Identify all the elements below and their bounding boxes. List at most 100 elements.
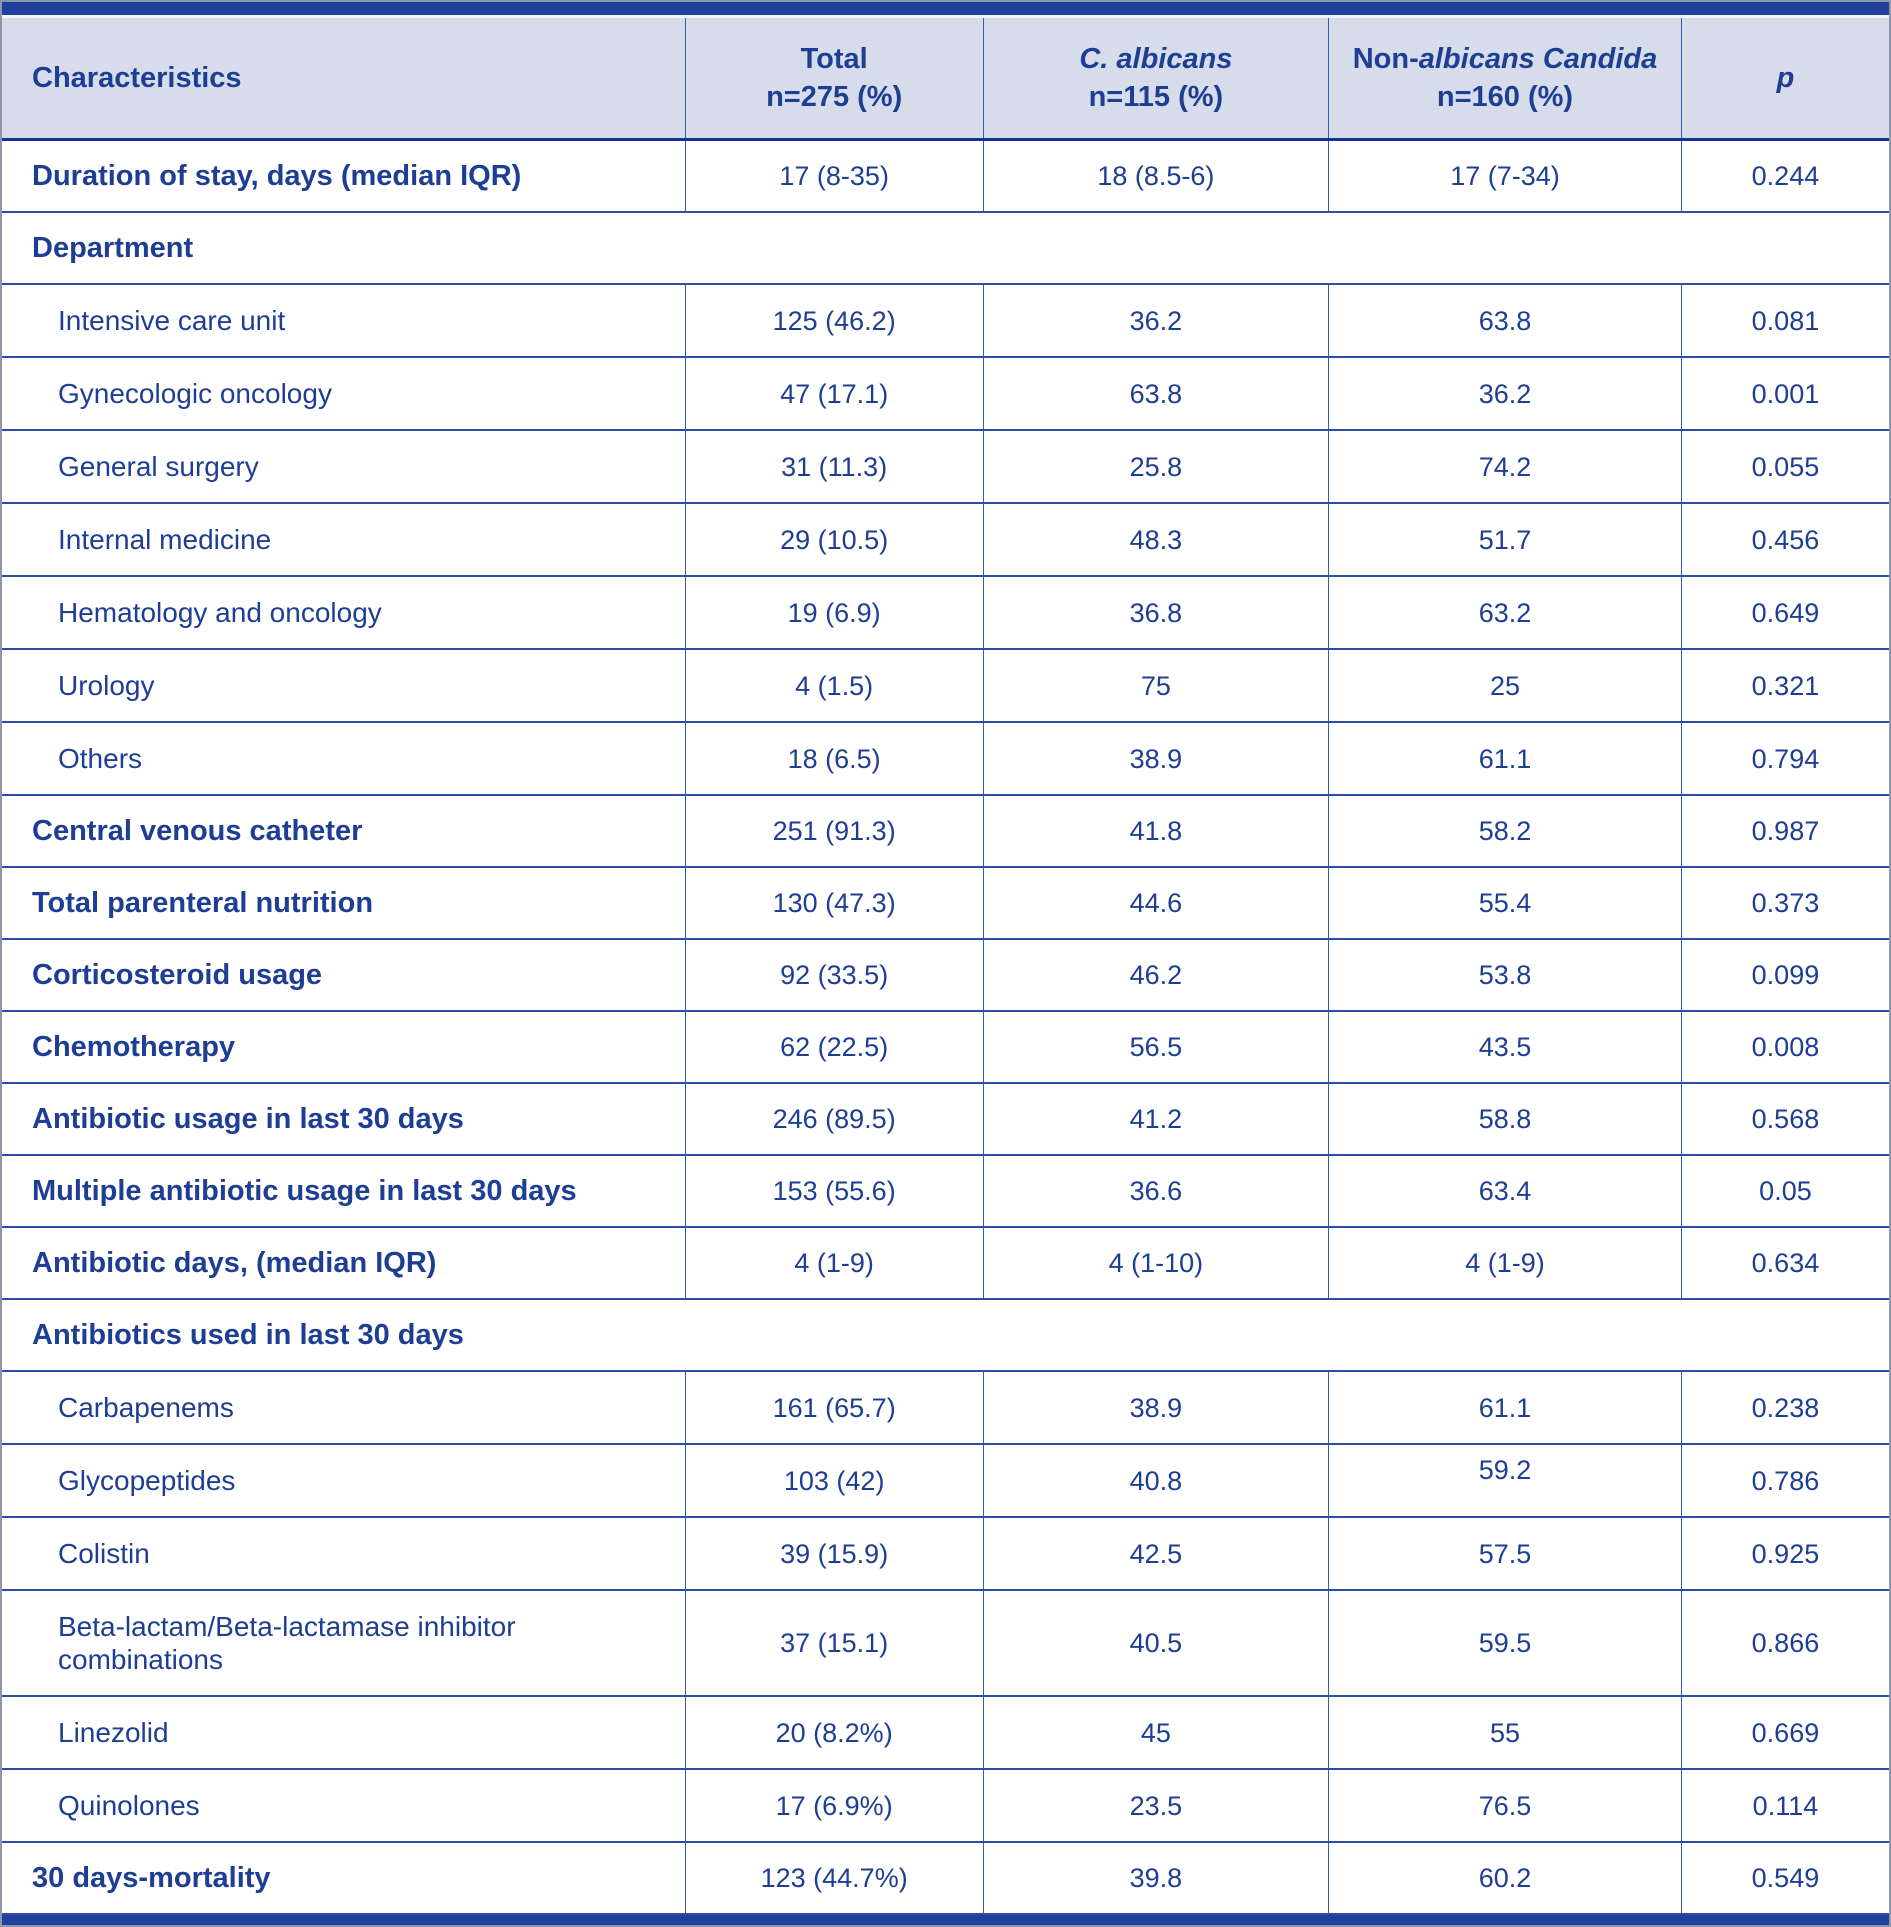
table-row: Central venous catheter 251 (91.3) 41.8 … <box>2 794 1889 867</box>
non-albicans-value-cell: 25 <box>1328 648 1682 722</box>
p-value-cell: 0.649 <box>1680 575 1889 649</box>
table-row: Intensive care unit 125 (46.2) 36.2 63.8… <box>2 283 1889 357</box>
row-label: Multiple antibiotic usage in last 30 day… <box>32 1175 577 1207</box>
p-value-cell: 0.008 <box>1680 1010 1889 1083</box>
total-value-cell: 20 (8.2%) <box>684 1695 984 1769</box>
albicans-value-cell: 63.8 <box>982 356 1329 430</box>
albicans-value-cell: 18 (8.5-6) <box>982 138 1329 212</box>
p-value-cell: 0.001 <box>1680 356 1889 430</box>
row-label: Intensive care unit <box>58 305 286 336</box>
row-label-cell: Antibiotic days, (median IQR) <box>2 1226 686 1299</box>
row-label-cell: Intensive care unit <box>2 283 686 357</box>
characteristics-table: Characteristics Total n=275 (%) C. albic… <box>2 18 1889 1915</box>
albicans-value-cell: 4 (1-10) <box>982 1226 1329 1299</box>
table-row: General surgery 31 (11.3) 25.8 74.2 0.05… <box>2 429 1889 503</box>
albicans-value-cell: 25.8 <box>982 429 1329 503</box>
albicans-value-cell: 36.2 <box>982 283 1329 357</box>
non-albicans-value-cell: 51.7 <box>1328 502 1682 576</box>
albicans-value-cell: 40.8 <box>982 1443 1329 1517</box>
non-albicans-value-cell: 17 (7-34) <box>1328 138 1682 212</box>
total-value-cell: 92 (33.5) <box>684 938 984 1011</box>
total-value-cell: 161 (65.7) <box>684 1370 984 1444</box>
p-value-cell: 0.456 <box>1680 502 1889 576</box>
row-label-cell: 30 days-mortality <box>2 1841 686 1915</box>
table-row: Colistin 39 (15.9) 42.5 57.5 0.925 <box>2 1516 1889 1590</box>
albicans-value-cell: 75 <box>982 648 1329 722</box>
row-label-cell: Total parenteral nutrition <box>2 866 686 939</box>
albicans-value-cell: 56.5 <box>982 1010 1329 1083</box>
table-row: Linezolid 20 (8.2%) 45 55 0.669 <box>2 1695 1889 1769</box>
row-label-cell: Linezolid <box>2 1695 686 1769</box>
p-value-cell: 0.866 <box>1680 1589 1889 1696</box>
non-albicans-value-cell: 43.5 <box>1328 1010 1682 1083</box>
table-row: 30 days-mortality 123 (44.7%) 39.8 60.2 … <box>2 1841 1889 1915</box>
albicans-value-cell: 41.8 <box>982 794 1329 867</box>
albicans-value-cell: 46.2 <box>982 938 1329 1011</box>
header-characteristics: Characteristics <box>2 18 686 141</box>
row-label-cell: General surgery <box>2 429 686 503</box>
albicans-value-cell: 38.9 <box>982 721 1329 795</box>
total-value-cell: 17 (8-35) <box>684 138 984 212</box>
row-label-cell: Gynecologic oncology <box>2 356 686 430</box>
row-label: Urology <box>58 670 155 701</box>
table-row: Multiple antibiotic usage in last 30 day… <box>2 1154 1889 1227</box>
row-label-cell: Quinolones <box>2 1768 686 1842</box>
p-value-cell: 0.321 <box>1680 648 1889 722</box>
p-value-cell: 0.987 <box>1680 794 1889 867</box>
row-label-cell: Corticosteroid usage <box>2 938 686 1011</box>
row-label: Colistin <box>58 1538 150 1569</box>
non-albicans-value-cell: 4 (1-9) <box>1328 1226 1682 1299</box>
table-row: Total parenteral nutrition 130 (47.3) 44… <box>2 866 1889 939</box>
row-label: Internal medicine <box>58 524 272 555</box>
albicans-value-cell: 45 <box>982 1695 1329 1769</box>
p-value-cell: 0.794 <box>1680 721 1889 795</box>
total-value-cell: 103 (42) <box>684 1443 984 1517</box>
non-albicans-value-cell: 57.5 <box>1328 1516 1682 1590</box>
total-value-cell: 37 (15.1) <box>684 1589 984 1696</box>
non-albicans-value-cell: 74.2 <box>1328 429 1682 503</box>
non-albicans-value-cell: 61.1 <box>1328 1370 1682 1444</box>
albicans-value-cell: 38.9 <box>982 1370 1329 1444</box>
bottom-accent-bar <box>2 1915 1889 1925</box>
albicans-value-cell: 40.5 <box>982 1589 1329 1696</box>
p-value-cell: 0.669 <box>1680 1695 1889 1769</box>
total-value-cell: 29 (10.5) <box>684 502 984 576</box>
total-value-cell: 17 (6.9%) <box>684 1768 984 1842</box>
row-label-cell: Carbapenems <box>2 1370 686 1444</box>
row-label: Quinolones <box>58 1790 200 1821</box>
albicans-value-cell: 36.8 <box>982 575 1329 649</box>
row-label: Hematology and oncology <box>58 597 382 628</box>
row-label-cell: Internal medicine <box>2 502 686 576</box>
non-albicans-value-cell: 76.5 <box>1328 1768 1682 1842</box>
p-value-cell: 0.925 <box>1680 1516 1889 1590</box>
header-non-albicans-italic: albicans Candida <box>1418 43 1658 75</box>
non-albicans-value-cell: 59.2 <box>1328 1443 1682 1517</box>
total-value-cell: 153 (55.6) <box>684 1154 984 1227</box>
table-row: Urology 4 (1.5) 75 25 0.321 <box>2 648 1889 722</box>
row-label-cell: Others <box>2 721 686 795</box>
total-value-cell: 4 (1.5) <box>684 648 984 722</box>
p-value-cell: 0.786 <box>1680 1443 1889 1517</box>
header-total: Total n=275 (%) <box>684 18 984 141</box>
header-non-albicans: Non-albicans Candida n=160 (%) <box>1328 18 1682 141</box>
albicans-value-cell: 39.8 <box>982 1841 1329 1915</box>
p-value-cell: 0.099 <box>1680 938 1889 1011</box>
section-label-cell: Antibiotics used in last 30 days <box>2 1298 1889 1371</box>
non-albicans-value-cell: 55.4 <box>1328 866 1682 939</box>
section-row: Department <box>2 211 1889 284</box>
header-row: Characteristics Total n=275 (%) C. albic… <box>2 18 1889 141</box>
row-label: Antibiotic usage in last 30 days <box>32 1103 464 1135</box>
row-label-cell: Multiple antibiotic usage in last 30 day… <box>2 1154 686 1227</box>
non-albicans-value-cell: 63.2 <box>1328 575 1682 649</box>
row-label-cell: Central venous catheter <box>2 794 686 867</box>
p-value-cell: 0.634 <box>1680 1226 1889 1299</box>
header-albicans: C. albicans n=115 (%) <box>982 18 1329 141</box>
table-row: Corticosteroid usage 92 (33.5) 46.2 53.8… <box>2 938 1889 1011</box>
header-albicans-line2: n=115 (%) <box>1088 81 1224 113</box>
table-row: Gynecologic oncology 47 (17.1) 63.8 36.2… <box>2 356 1889 430</box>
row-label: 30 days-mortality <box>32 1862 271 1894</box>
row-label: Central venous catheter <box>32 815 363 847</box>
header-p: p <box>1680 18 1889 141</box>
row-label: Linezolid <box>58 1717 169 1748</box>
row-label: Carbapenems <box>58 1392 234 1423</box>
